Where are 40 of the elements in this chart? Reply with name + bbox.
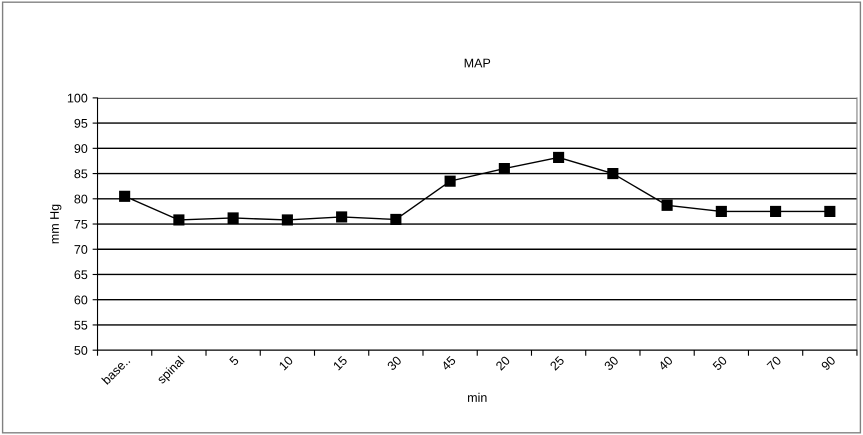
x-tick-label: 70 [766, 355, 782, 371]
y-tick-label: 55 [74, 320, 88, 330]
point [716, 206, 727, 217]
x-tick-label: 15 [332, 356, 348, 371]
y-tick-label: 100 [68, 94, 88, 103]
x-tick-label: 50 [712, 355, 728, 371]
point [607, 168, 618, 180]
x-tick-label: 40 [658, 355, 674, 372]
y-tick-label: 85 [74, 169, 88, 178]
y-tick-label: 65 [74, 270, 88, 280]
y-tick-label: 80 [74, 194, 88, 204]
x-tick-label: 10 [278, 355, 294, 371]
x-tick-label: 25 [549, 356, 565, 371]
point [119, 190, 130, 202]
y-tick-label: 50 [74, 346, 88, 355]
x-tick-label: 20 [495, 355, 511, 371]
point [770, 206, 782, 217]
y-axis-title: mm Hg [50, 204, 62, 244]
y-tick-label: 95 [74, 118, 88, 128]
point [444, 176, 456, 187]
point [824, 206, 836, 217]
point [390, 214, 402, 226]
point [336, 211, 348, 223]
x-tick-label: 5 [228, 356, 240, 366]
x-tick-label: 30 [386, 355, 402, 371]
point [662, 200, 673, 211]
x-tick-label: 45 [440, 356, 456, 372]
point [173, 214, 184, 226]
chart-title: MAP [464, 58, 490, 68]
x-tick-label: 30 [604, 355, 619, 371]
x-axis-title: min [468, 392, 486, 402]
point [228, 212, 239, 224]
y-tick-label: 75 [74, 220, 88, 229]
point [553, 152, 564, 163]
y-tick-label: 60 [74, 296, 88, 304]
x-tick-label: 90 [820, 355, 836, 371]
y-tick-label: 90 [74, 144, 88, 153]
y-tick-label: 70 [74, 245, 88, 254]
point [498, 162, 510, 174]
point [282, 214, 293, 226]
